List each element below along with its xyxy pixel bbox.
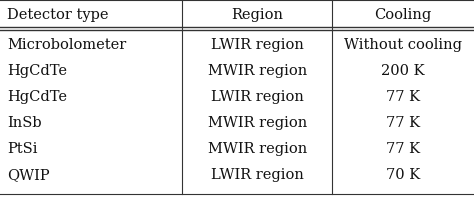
Text: 77 K: 77 K: [386, 90, 420, 104]
Text: HgCdTe: HgCdTe: [7, 90, 67, 104]
Text: HgCdTe: HgCdTe: [7, 64, 67, 78]
Text: 200 K: 200 K: [381, 64, 425, 78]
Text: MWIR region: MWIR region: [208, 64, 307, 78]
Text: 70 K: 70 K: [386, 168, 420, 182]
Text: LWIR region: LWIR region: [211, 168, 303, 182]
Text: InSb: InSb: [7, 116, 42, 130]
Text: 77 K: 77 K: [386, 142, 420, 156]
Text: Without cooling: Without cooling: [344, 38, 462, 52]
Text: PtSi: PtSi: [7, 142, 37, 156]
Text: LWIR region: LWIR region: [211, 38, 303, 52]
Text: Cooling: Cooling: [374, 8, 431, 22]
Text: Region: Region: [231, 8, 283, 22]
Text: Microbolometer: Microbolometer: [7, 38, 127, 52]
Text: QWIP: QWIP: [7, 168, 50, 182]
Text: LWIR region: LWIR region: [211, 90, 303, 104]
Text: 77 K: 77 K: [386, 116, 420, 130]
Text: MWIR region: MWIR region: [208, 142, 307, 156]
Text: Detector type: Detector type: [7, 8, 109, 22]
Text: MWIR region: MWIR region: [208, 116, 307, 130]
